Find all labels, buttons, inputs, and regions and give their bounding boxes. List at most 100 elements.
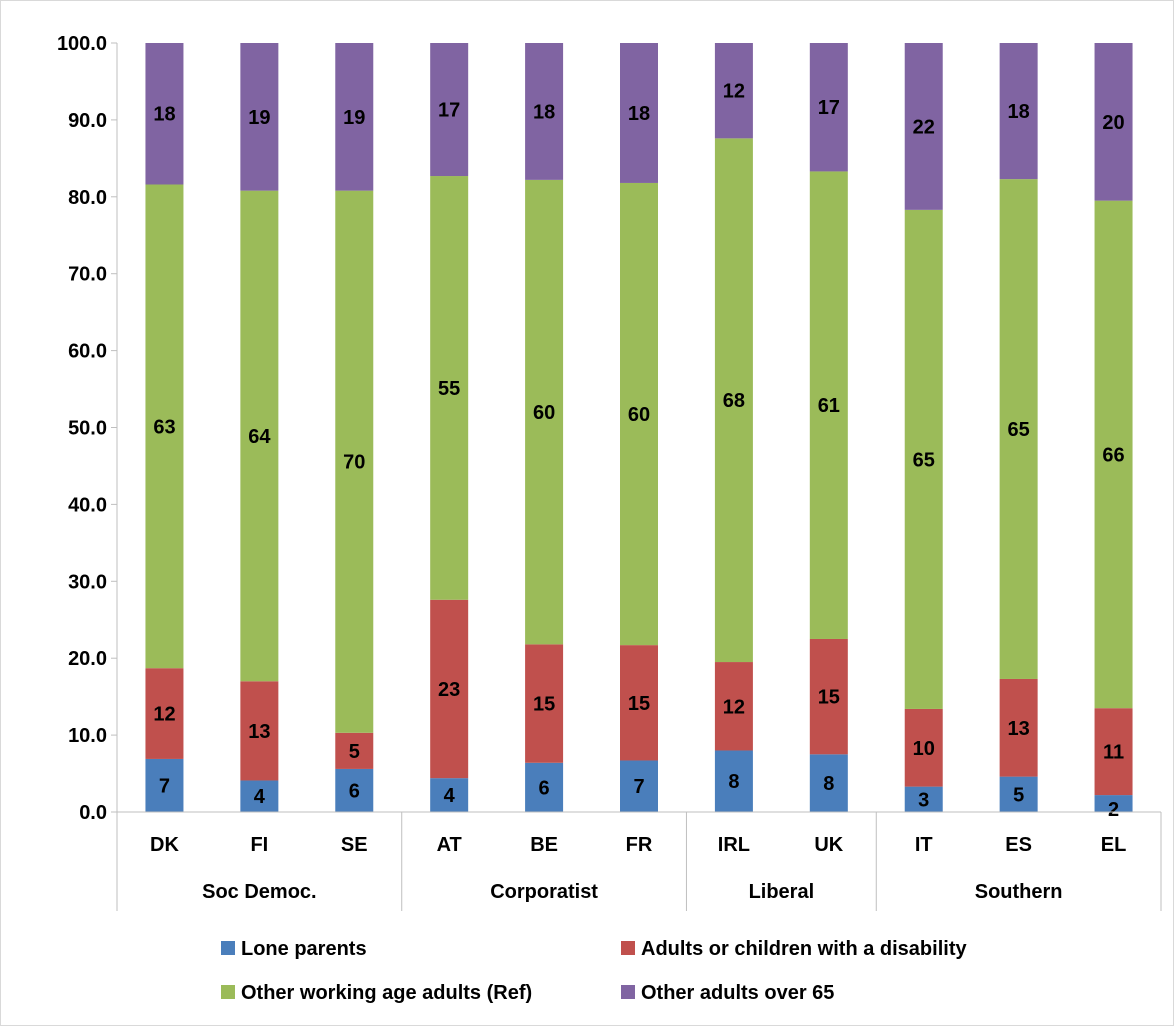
data-label: 11 — [1103, 742, 1124, 764]
data-label: 12 — [153, 704, 175, 726]
bar-segment — [145, 43, 184, 185]
bar-segment — [1094, 795, 1133, 812]
group-label: Soc Democ. — [202, 881, 316, 903]
data-label: 20 — [1102, 112, 1124, 134]
y-tick-label: 10.0 — [68, 725, 107, 747]
data-label: 18 — [153, 104, 175, 126]
data-label: 15 — [628, 693, 650, 715]
legend-label: Other adults over 65 — [641, 982, 834, 1004]
bar-segment — [904, 708, 943, 787]
group-label: Southern — [975, 881, 1063, 903]
bar-segment — [430, 176, 469, 600]
bar-segment — [809, 171, 848, 639]
bar-segment — [620, 645, 658, 761]
legend-swatch — [621, 985, 635, 999]
data-label: 4 — [444, 785, 456, 807]
data-label: 10 — [913, 738, 935, 760]
data-label: 64 — [248, 426, 271, 448]
bar-segment — [809, 43, 848, 172]
y-tick-label: 60.0 — [68, 341, 107, 363]
data-label: 18 — [533, 101, 555, 123]
bar-segment — [335, 732, 374, 769]
data-label: 7 — [633, 776, 644, 798]
data-label: 23 — [438, 679, 460, 701]
bar-segment — [1094, 43, 1133, 201]
y-tick-label: 90.0 — [68, 110, 107, 132]
bar-segment — [240, 681, 279, 781]
group-label: Corporatist — [490, 881, 598, 903]
bar-segment — [240, 190, 279, 682]
bar-segment — [525, 43, 564, 180]
data-label: 22 — [913, 116, 935, 138]
x-tick-label: FR — [626, 834, 653, 856]
x-tick-label: BE — [530, 834, 558, 856]
bar-segment — [145, 668, 184, 759]
data-label: 65 — [1008, 419, 1030, 441]
bar-segment — [999, 678, 1038, 777]
data-label: 18 — [1008, 101, 1030, 123]
x-tick-label: SE — [341, 834, 368, 856]
bar-segment — [145, 184, 184, 669]
data-label: 18 — [628, 103, 650, 125]
bar-segment — [714, 138, 753, 663]
y-tick-label: 40.0 — [68, 494, 107, 516]
bar-segment — [904, 209, 943, 709]
data-label: 3 — [918, 789, 929, 811]
data-label: 5 — [1013, 784, 1024, 806]
data-label: 2 — [1108, 799, 1119, 821]
bar-segment — [525, 762, 564, 812]
data-label: 60 — [533, 402, 555, 424]
bar-segment — [430, 599, 469, 779]
x-tick-label: UK — [814, 834, 843, 856]
x-tick-label: IRL — [718, 834, 750, 856]
bar-segment — [525, 644, 564, 763]
bar-segment — [714, 662, 753, 751]
bar-segment — [809, 754, 848, 812]
bar-segment — [999, 179, 1038, 679]
data-label: 17 — [818, 97, 840, 119]
bar-segment — [620, 182, 658, 646]
y-tick-label: 70.0 — [68, 264, 107, 286]
legend-swatch — [221, 985, 235, 999]
x-tick-label: EL — [1101, 834, 1127, 856]
data-label: 15 — [533, 694, 555, 716]
data-label: 17 — [438, 100, 460, 122]
data-label: 4 — [254, 786, 266, 808]
data-label: 15 — [818, 687, 840, 709]
x-tick-label: ES — [1005, 834, 1032, 856]
data-label: 5 — [349, 741, 360, 763]
bar-segment — [430, 43, 469, 177]
y-tick-label: 20.0 — [68, 648, 107, 670]
legend-swatch — [621, 941, 635, 955]
bar-segment — [240, 780, 279, 812]
bar-segment — [335, 768, 374, 812]
y-tick-label: 80.0 — [68, 187, 107, 209]
x-axis: DK FI SE AT BE FR IRL UK IT ES EL Soc Democ. Corpora… — [116, 811, 1162, 911]
bar-segment — [904, 43, 943, 210]
data-label: 61 — [818, 395, 840, 417]
legend: Lone parents Adults or children with a di… — [221, 938, 967, 1004]
y-axis: 0.0 10.0 20.0 30.0 40.0 50.0 60.0 70.0 80.0 90.0 1… — [57, 33, 118, 824]
bar-segment — [240, 43, 279, 191]
bar-segment — [335, 190, 374, 733]
bars: 7126318413641965701942355176156018715601… — [145, 43, 1133, 821]
x-tick-label: AT — [437, 834, 462, 856]
data-label: 8 — [728, 771, 739, 793]
data-label: 70 — [343, 452, 365, 474]
bar-segment — [620, 43, 658, 183]
bar-segment — [145, 758, 184, 812]
group-label: Liberal — [749, 881, 815, 903]
data-label: 12 — [723, 81, 745, 103]
data-label: 60 — [628, 404, 650, 426]
y-tick-label: 30.0 — [68, 571, 107, 593]
legend-label: Adults or children with a disability — [641, 938, 967, 960]
y-tick-label: 50.0 — [68, 418, 107, 440]
bar-segment — [620, 760, 658, 812]
legend-label: Lone parents — [241, 938, 367, 960]
bar-segment — [809, 638, 848, 755]
data-label: 6 — [539, 777, 550, 799]
x-tick-label: DK — [150, 834, 179, 856]
data-label: 13 — [248, 721, 270, 743]
legend-swatch — [221, 941, 235, 955]
